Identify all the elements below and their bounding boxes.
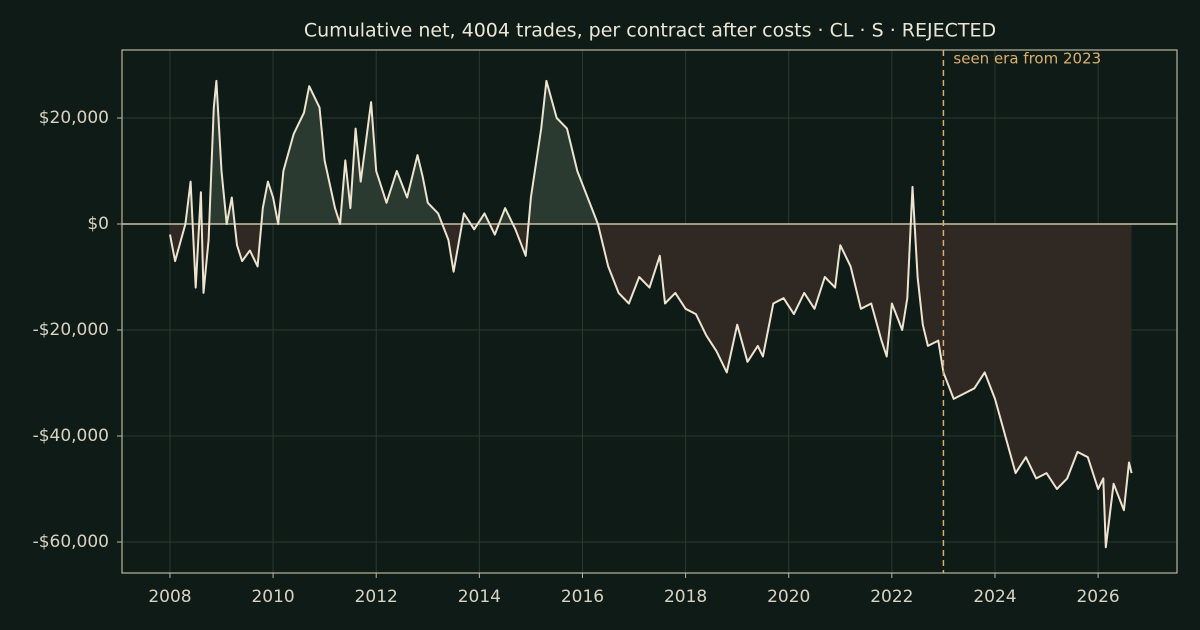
x-tick-label: 2010 [251, 587, 294, 607]
plot-frame [121, 49, 1178, 574]
marker-label: seen era from 2023 [953, 50, 1101, 68]
x-tick-label: 2022 [870, 587, 913, 607]
y-tick-label: -$40,000 [33, 426, 109, 446]
x-tick-label: 2026 [1076, 587, 1119, 607]
area-above [185, 80, 915, 224]
x-tick-label: 2016 [561, 587, 604, 607]
x-tick-label: 2018 [664, 587, 707, 607]
x-tick-label: 2024 [973, 587, 1016, 607]
y-tick-label: -$20,000 [33, 320, 109, 340]
x-tick-label: 2008 [148, 587, 191, 607]
x-tick-label: 2012 [355, 587, 398, 607]
x-tick-label: 2014 [458, 587, 501, 607]
y-tick-label: -$60,000 [33, 532, 109, 552]
x-tick-label: 2020 [767, 587, 810, 607]
chart-title: Cumulative net, 4004 trades, per contrac… [304, 20, 996, 42]
y-tick-label: $0 [87, 214, 109, 234]
equity-line [169, 79, 1133, 549]
y-tick-label: $20,000 [39, 108, 109, 128]
